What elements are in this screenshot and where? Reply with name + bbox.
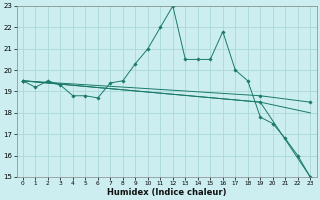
- X-axis label: Humidex (Indice chaleur): Humidex (Indice chaleur): [107, 188, 226, 197]
